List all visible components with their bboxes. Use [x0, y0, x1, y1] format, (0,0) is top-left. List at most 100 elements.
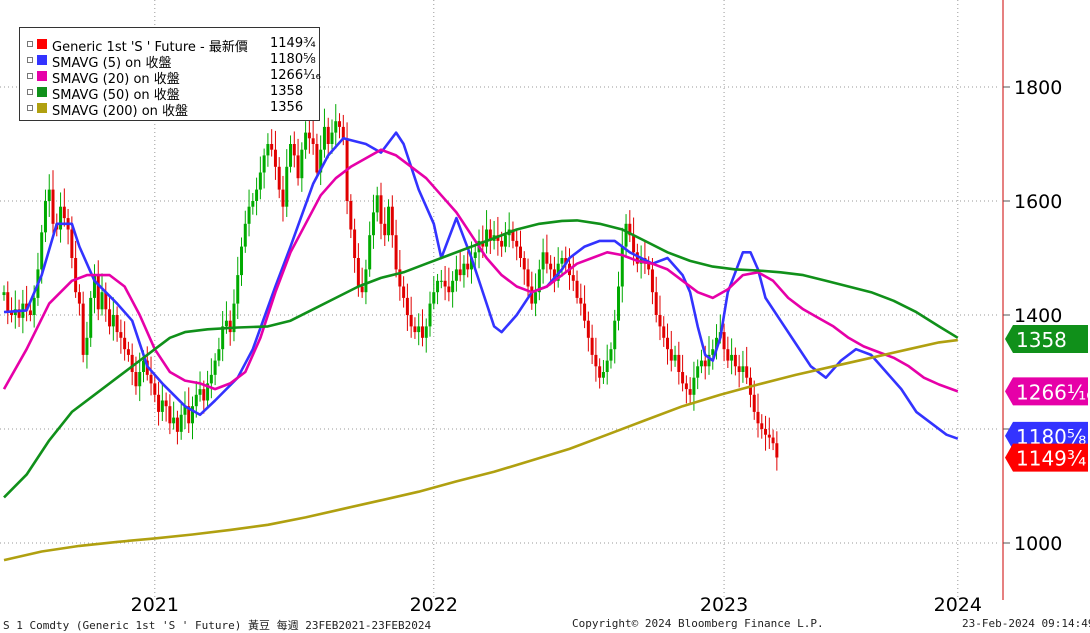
candle-body [534, 292, 538, 304]
candle-body [149, 374, 153, 384]
candle-body [756, 411, 760, 424]
candle-body [624, 223, 628, 247]
candle-body [334, 121, 338, 133]
candle-body [650, 269, 654, 293]
series-line [3, 131, 959, 440]
y-tick-label: 1800 [1014, 77, 1062, 99]
legend-value: 1356 [270, 100, 304, 115]
candle-body [726, 349, 730, 361]
candlesticks [2, 104, 779, 471]
candle-body [586, 320, 590, 338]
candle-body [677, 354, 681, 372]
value-tag [1005, 377, 1088, 406]
candle-body [28, 310, 32, 315]
candle-body [560, 258, 564, 264]
value-tag-label: 1358 [1016, 328, 1067, 352]
candle-body [481, 240, 485, 247]
candle-body [326, 126, 330, 144]
candle-body [217, 349, 221, 361]
candle-body [767, 434, 771, 438]
candle-body [594, 354, 598, 367]
candle-body [266, 144, 270, 156]
candle-body [613, 320, 617, 350]
candle-body [213, 360, 217, 375]
candle-body [74, 258, 78, 293]
legend-value: 1358 [270, 84, 304, 99]
collapse-icon[interactable] [27, 89, 33, 95]
candle-body [311, 138, 315, 144]
candle-body [10, 312, 14, 315]
candle-body [59, 206, 63, 230]
legend-item: SMAVG (5) on 收盤 1180⅝ [20, 52, 319, 71]
candle-body [658, 315, 662, 327]
candle-body [40, 232, 44, 270]
y-axis: 10001200140016001800 [1003, 77, 1062, 555]
collapse-icon[interactable] [27, 105, 33, 111]
candle-body [473, 252, 477, 258]
candle-body [224, 320, 228, 327]
legend-swatch [37, 39, 47, 49]
candle-body [409, 315, 413, 327]
candle-body [628, 223, 632, 236]
legend: Generic 1st 'S ' Future - 最新價 1149¾ SMAV… [19, 27, 321, 121]
candle-body [191, 406, 194, 424]
collapse-icon[interactable] [27, 41, 33, 47]
candle-body [428, 303, 432, 327]
candle-body [666, 337, 670, 350]
candle-body [243, 223, 247, 247]
candle-body [81, 303, 85, 355]
value-tag-label: 1149¾ [1016, 447, 1086, 471]
candle-body [447, 286, 451, 293]
candle-body [537, 269, 541, 293]
candle-body [436, 280, 440, 293]
legend-label: SMAVG (5) on 收盤 [52, 56, 172, 71]
candle-body [164, 400, 168, 407]
candle-body [104, 292, 108, 310]
legend-swatch [37, 87, 47, 97]
candle-body [673, 354, 677, 361]
y-tick-label: 1000 [1014, 533, 1062, 555]
candle-body [485, 229, 489, 247]
legend-swatch [37, 71, 47, 81]
candle-body [688, 389, 692, 395]
candle-body [341, 126, 345, 139]
candle-body [590, 337, 594, 355]
legend-label: Generic 1st 'S ' Future - 最新價 [52, 40, 248, 55]
candle-body [454, 269, 458, 281]
legend-item: SMAVG (50) on 收盤 1358 [20, 84, 319, 103]
candle-body [696, 366, 700, 378]
candle-body [43, 201, 47, 233]
candle-body [745, 366, 749, 378]
candle-body [575, 280, 579, 298]
candle-body [247, 206, 251, 224]
candle-body [353, 229, 357, 258]
candle-body [108, 309, 112, 327]
candle-body [289, 144, 293, 167]
candle-body [175, 417, 179, 432]
y-tick-label: 1400 [1014, 305, 1062, 327]
candle-body [549, 263, 553, 270]
footer-ticker: S 1 Comdty (Generic 1st 'S ' Future) 黃豆 … [3, 619, 432, 632]
candle-body [375, 195, 379, 213]
candle-body [764, 429, 768, 435]
legend-label: SMAVG (50) on 收盤 [52, 88, 180, 103]
candle-body [703, 360, 707, 367]
candle-body [349, 201, 353, 230]
candle-body [522, 258, 526, 270]
collapse-icon[interactable] [27, 73, 33, 79]
candle-body [315, 144, 319, 173]
candle-body [232, 303, 236, 333]
candle-body [394, 235, 398, 270]
candle-body [617, 286, 621, 321]
candle-body [277, 166, 281, 190]
collapse-icon[interactable] [27, 57, 33, 63]
candle-body [383, 223, 387, 236]
value-tag [1005, 421, 1088, 450]
candle-body [413, 326, 417, 333]
candle-body [100, 292, 104, 310]
legend-value: 1149¾ [270, 36, 316, 51]
series-line [2, 148, 959, 393]
candle-body [379, 195, 383, 224]
